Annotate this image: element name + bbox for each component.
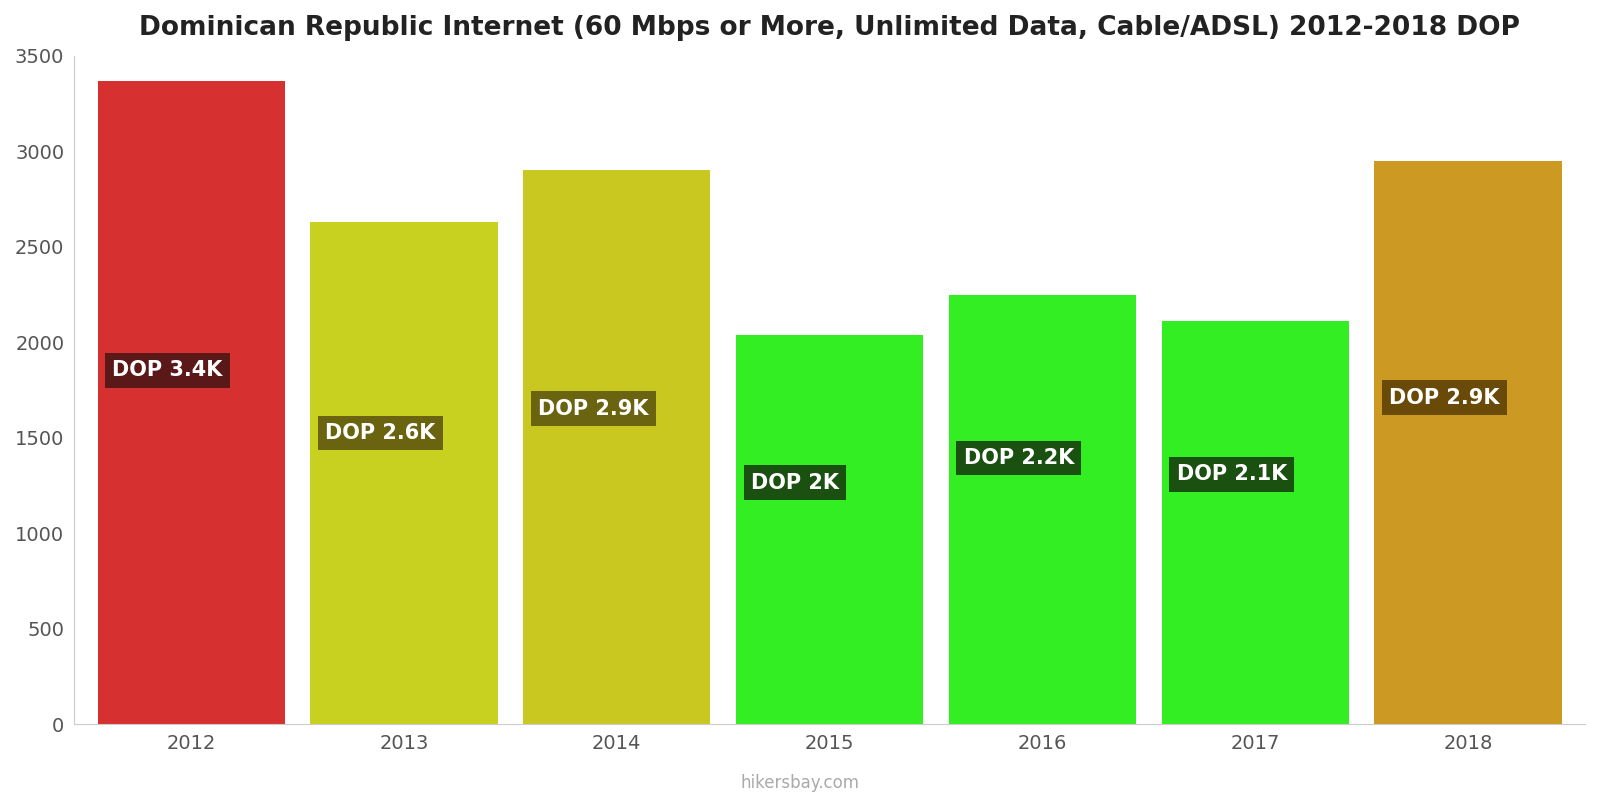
Text: DOP 2K: DOP 2K [750, 473, 838, 493]
Bar [310, 222, 498, 724]
Bar [1162, 322, 1349, 724]
Text: DOP 2.9K: DOP 2.9K [1389, 387, 1499, 407]
Text: hikersbay.com: hikersbay.com [741, 774, 859, 792]
Title: Dominican Republic Internet (60 Mbps or More, Unlimited Data, Cable/ADSL) 2012-2: Dominican Republic Internet (60 Mbps or … [139, 15, 1520, 41]
Bar [949, 294, 1136, 724]
Text: DOP 2.1K: DOP 2.1K [1176, 465, 1286, 485]
Text: DOP 3.4K: DOP 3.4K [112, 360, 222, 380]
Bar [523, 170, 710, 724]
Text: DOP 2.6K: DOP 2.6K [325, 423, 435, 443]
Bar [736, 334, 923, 724]
Text: DOP 2.9K: DOP 2.9K [538, 398, 648, 418]
Bar [1374, 161, 1562, 724]
Text: DOP 2.2K: DOP 2.2K [963, 448, 1074, 468]
Bar [98, 81, 285, 724]
